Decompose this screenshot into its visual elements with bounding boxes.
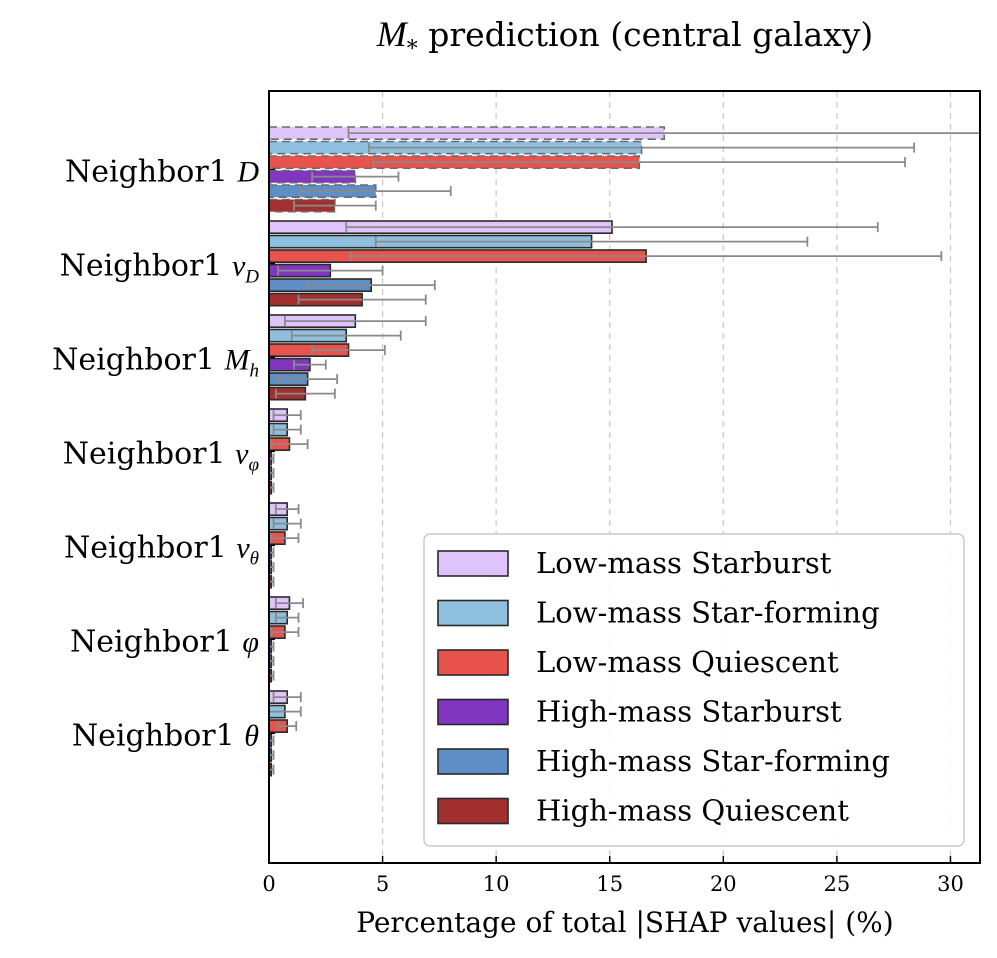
y-tick-label: Neighbor1 φ [70, 624, 259, 659]
y-tick-label: Neighbor1 Mh [52, 342, 259, 381]
title-text: prediction (central galaxy) [428, 15, 873, 54]
y-tick-label: Neighbor1 vθ [64, 530, 259, 569]
y-tick-label: Neighbor1 θ [72, 718, 259, 753]
x-tick-label: 0 [262, 872, 275, 896]
legend-label: Low-mass Star-forming [536, 596, 880, 630]
legend: Low-mass Starburst Low-mass Star-forming L… [423, 533, 965, 847]
title-symbol: M [376, 14, 409, 54]
legend-frame [423, 533, 965, 847]
x-tick-label: 5 [376, 872, 389, 896]
plot-frame [268, 90, 981, 864]
x-tick-label: 20 [710, 872, 737, 896]
legend-swatch [437, 748, 509, 775]
x-tick-label: 25 [824, 872, 851, 896]
legend-label: Low-mass Starburst [536, 546, 832, 580]
y-tick-label: Neighbor1 vφ [63, 436, 259, 475]
y-tick-label: Neighbor1 vD [60, 248, 260, 287]
legend-label: Low-mass Quiescent [536, 645, 839, 679]
x-tick-label: 15 [596, 872, 623, 896]
title-subscript: * [407, 37, 418, 62]
legend-label: High-mass Starburst [536, 695, 842, 729]
x-axis-label: Percentage of total |SHAP values| (%) [356, 906, 893, 939]
x-tick-label: 30 [937, 872, 964, 896]
x-ticks: 0 5 10 15 20 25 30 [262, 856, 964, 896]
x-tick-label: 10 [483, 872, 510, 896]
legend-swatch [437, 797, 509, 825]
y-tick-label: Neighbor1 D [65, 154, 259, 189]
legend-swatch [437, 599, 509, 627]
legend-swatch [437, 649, 509, 676]
legend-swatch [437, 698, 509, 726]
legend-swatch [437, 550, 509, 577]
error-bars-layer [268, 128, 981, 775]
chart-title: M* prediction (central galaxy) [376, 14, 874, 62]
y-tick-labels: Neighbor1 D Neighbor1 vD Neighbor1 Mh Neigh… [52, 154, 275, 753]
legend-label: High-mass Quiescent [536, 794, 849, 828]
legend-label: High-mass Star-forming [536, 744, 890, 778]
